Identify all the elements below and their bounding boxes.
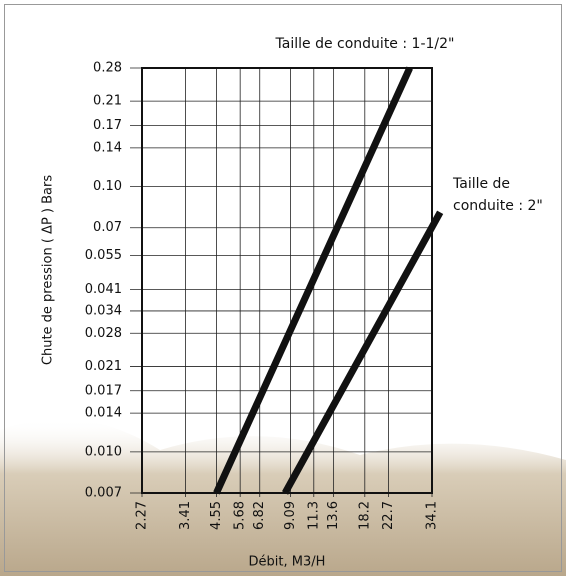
y-tick-label: 0.034	[85, 303, 122, 318]
y-tick-label: 0.014	[85, 406, 122, 421]
y-tick-label: 0.028	[85, 326, 122, 341]
y-tick-label: 0.10	[93, 179, 122, 194]
x-tick-label: 3.41	[178, 501, 193, 530]
y-tick-label: 0.07	[93, 220, 122, 235]
x-tick-label: 9.09	[283, 501, 298, 530]
x-tick-label: 18.2	[357, 501, 372, 530]
y-tick-label: 0.041	[85, 282, 122, 297]
y-axis-label: Chute de pression ( ΔP ) Bars	[41, 175, 56, 365]
x-tick-label: 5.68	[233, 501, 248, 530]
y-tick-label: 0.017	[85, 383, 122, 398]
x-tick-label: 6.82	[252, 501, 267, 530]
annotation: Taille de	[452, 176, 510, 192]
annotation: Taille de conduite : 1-1/2"	[275, 36, 455, 52]
y-tick-label: 0.010	[85, 444, 122, 459]
line	[213, 66, 413, 495]
x-tick-label: 11.3	[306, 501, 321, 530]
y-tick-label: 0.007	[85, 486, 122, 501]
x-tick-label: 2.27	[135, 501, 150, 530]
y-tick-label: 0.055	[85, 248, 122, 263]
x-tick-label: 22.7	[381, 501, 396, 530]
y-tick-label: 0.021	[85, 359, 122, 374]
x-axis-label: Débit, M3/H	[249, 555, 326, 570]
x-tick-label: 13.6	[326, 501, 341, 530]
y-tick-label: 0.17	[93, 118, 122, 133]
line	[281, 210, 444, 495]
y-tick-label: 0.21	[93, 94, 122, 109]
annotation: conduite : 2"	[453, 198, 543, 214]
y-tick-label: 0.14	[93, 140, 122, 155]
y-tick-label: 0.28	[93, 61, 122, 76]
x-tick-label: 4.55	[209, 501, 224, 530]
x-tick-label: 34.1	[425, 501, 440, 530]
frame	[4, 4, 562, 572]
